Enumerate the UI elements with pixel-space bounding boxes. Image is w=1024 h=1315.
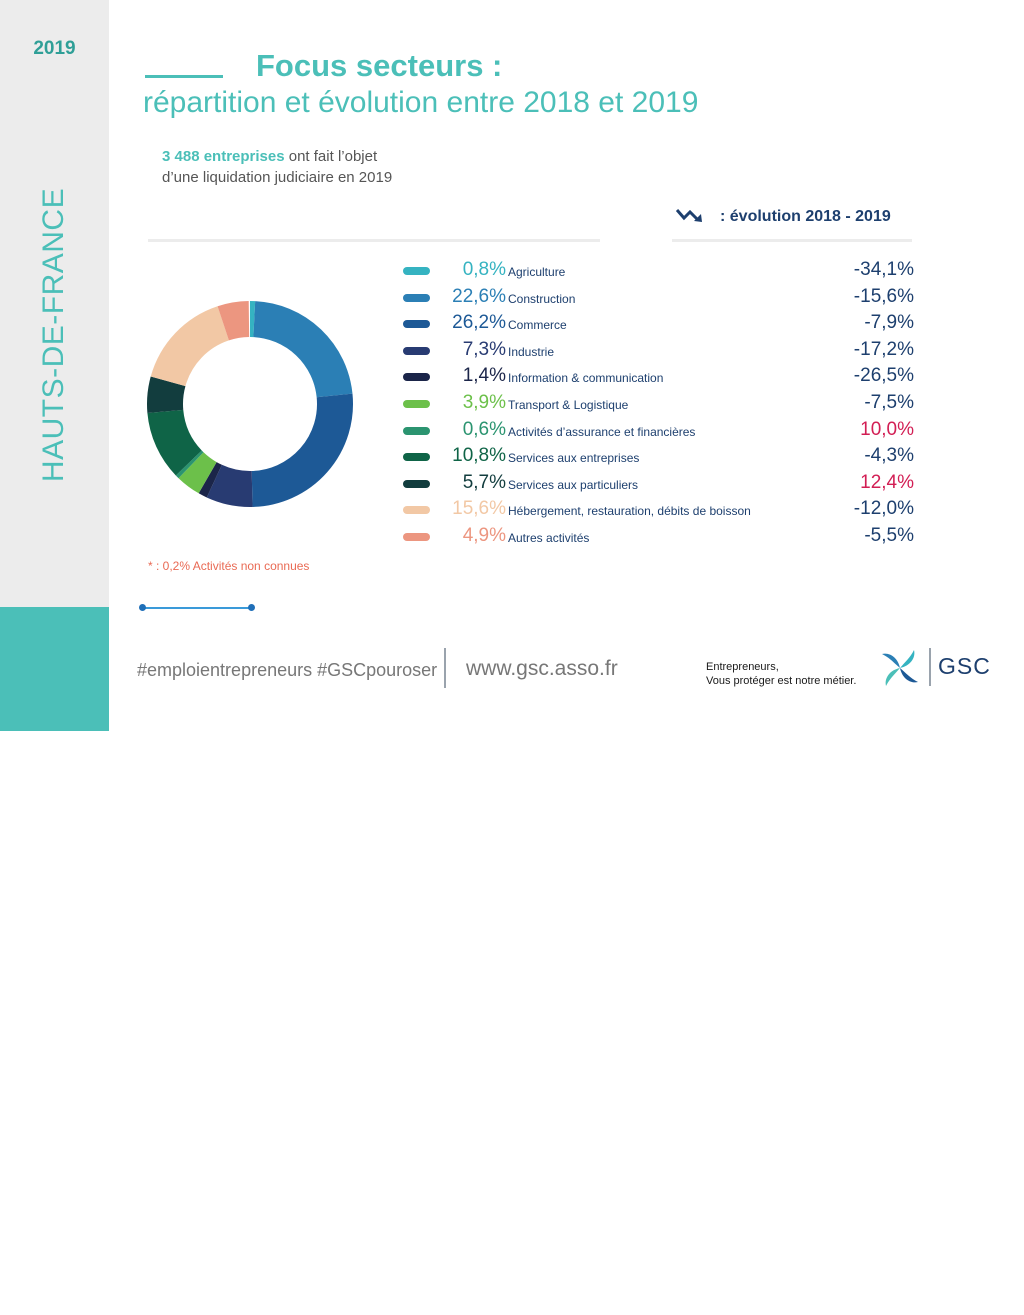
intro-line1: ont fait l’objet [285,148,378,165]
website-link[interactable]: www.gsc.asso.fr [466,657,618,681]
sector-row: 0,8%Agriculture -34,1% [400,258,914,285]
sector-row: 0,6%Activités d’assurance et financières… [400,418,914,445]
footer-separator [444,648,446,688]
intro-text: 3 488 entreprises ont fait l’objet d’une… [162,146,392,188]
sector-share: 0,6% [430,419,506,441]
legend-swatch [403,400,430,408]
sector-share: 0,8% [430,259,506,281]
legend-swatch [403,267,430,275]
tagline: Entrepreneurs, Vous protéger est notre m… [706,660,856,688]
sector-row: 4,9%Autres activités -5,5% [400,524,914,551]
sector-name: Construction [508,292,575,306]
sector-evolution: 10,0% [860,419,914,441]
sector-row: 5,7%Services aux particuliers 12,4% [400,471,914,498]
sidebar-logo-panel [0,607,109,731]
sector-share: 15,6% [430,498,506,520]
sector-share: 5,7% [430,472,506,494]
donut-slice [168,323,223,381]
sector-row: 1,4%Information & communication -26,5% [400,364,914,391]
legend-swatch [403,373,430,381]
tagline-line1: Entrepreneurs, [706,661,779,673]
network-icon [17,1227,97,1315]
legend-swatch [403,453,430,461]
sector-evolution: 12,4% [860,472,914,494]
sector-evolution: -34,1% [854,259,914,281]
trend-down-icon [676,208,706,224]
sector-row: 26,2%Commerce -7,9% [400,311,914,338]
page-subtitle: répartition et évolution entre 2018 et 2… [143,86,698,120]
hashtags: #emploientrepreneurs #GSCpouroser [137,660,437,681]
gsc-logo-icon [878,648,922,688]
intro-highlight: 3 488 entreprises [162,148,285,165]
gsc-brand: GSC [938,653,991,680]
evolution-header-label: : évolution 2018 - 2019 [720,208,891,225]
tagline-line2: Vous protéger est notre métier. [706,675,856,687]
footnote: * : 0,2% Activités non connues [148,559,309,573]
sector-share: 26,2% [430,312,506,334]
divider-left [148,239,600,242]
sector-name: Information & communication [508,371,663,385]
sector-share: 1,4% [430,365,506,387]
sector-share: 4,9% [430,525,506,547]
region-label: HAUTS-DE-FRANCE [37,188,71,482]
sidebar: 2019 HAUTS-DE-FRANCE [0,0,109,607]
sector-evolution: -7,9% [864,312,914,334]
sector-evolution: -5,5% [864,525,914,547]
donut-slice [252,395,335,489]
sector-evolution: -17,2% [854,339,914,361]
intro-line2: d’une liquidation judiciaire en 2019 [162,169,392,186]
donut-slice [208,478,215,481]
evolution-header: : évolution 2018 - 2019 [676,208,891,226]
sector-evolution: -4,3% [864,445,914,467]
legend-swatch [403,294,430,302]
sector-row: 7,3%Industrie -17,2% [400,338,914,365]
donut-slice [189,463,191,465]
donut-slice [214,481,252,489]
gsc-separator [929,648,931,686]
sector-evolution: -15,6% [854,286,914,308]
legend-swatch [403,347,430,355]
donut-chart [140,294,360,514]
sector-name: Agriculture [508,265,565,279]
sector-name: Services aux entreprises [508,451,639,465]
sector-list: 0,8%Agriculture -34,1% 22,6%Construction -1… [400,258,914,551]
divider-right [672,239,912,242]
sector-share: 3,9% [430,392,506,414]
donut-slice [165,411,188,462]
title-accent-line [145,75,223,78]
donut-slice [223,319,249,323]
legend-swatch [403,427,430,435]
donut-slice [165,381,168,411]
page-title: Focus secteurs : [256,48,502,84]
sector-row: 3,9%Transport & Logistique -7,5% [400,391,914,418]
sector-name: Commerce [508,318,567,332]
sector-name: Autres activités [508,531,589,545]
sector-name: Services aux particuliers [508,478,638,492]
sector-evolution: -12,0% [854,498,914,520]
sector-evolution: -26,5% [854,365,914,387]
legend-swatch [403,320,430,328]
sector-name: Activités d’assurance et financières [508,425,695,439]
sector-evolution: -7,5% [864,392,914,414]
year-label: 2019 [0,38,109,60]
legend-swatch [403,533,430,541]
sector-share: 10,8% [430,445,506,467]
sector-name: Hébergement, restauration, débits de boi… [508,504,751,518]
decorative-dot-line [141,607,253,609]
sector-row: 10,8%Services aux entreprises -4,3% [400,444,914,471]
legend-swatch [403,480,430,488]
sector-name: Transport & Logistique [508,398,628,412]
sector-share: 22,6% [430,286,506,308]
sector-name: Industrie [508,345,554,359]
donut-slice [254,319,334,395]
sector-share: 7,3% [430,339,506,361]
sector-row: 15,6%Hébergement, restauration, débits d… [400,497,914,524]
donut-slice [191,465,208,477]
legend-swatch [403,506,430,514]
sector-row: 22,6%Construction -15,6% [400,285,914,312]
